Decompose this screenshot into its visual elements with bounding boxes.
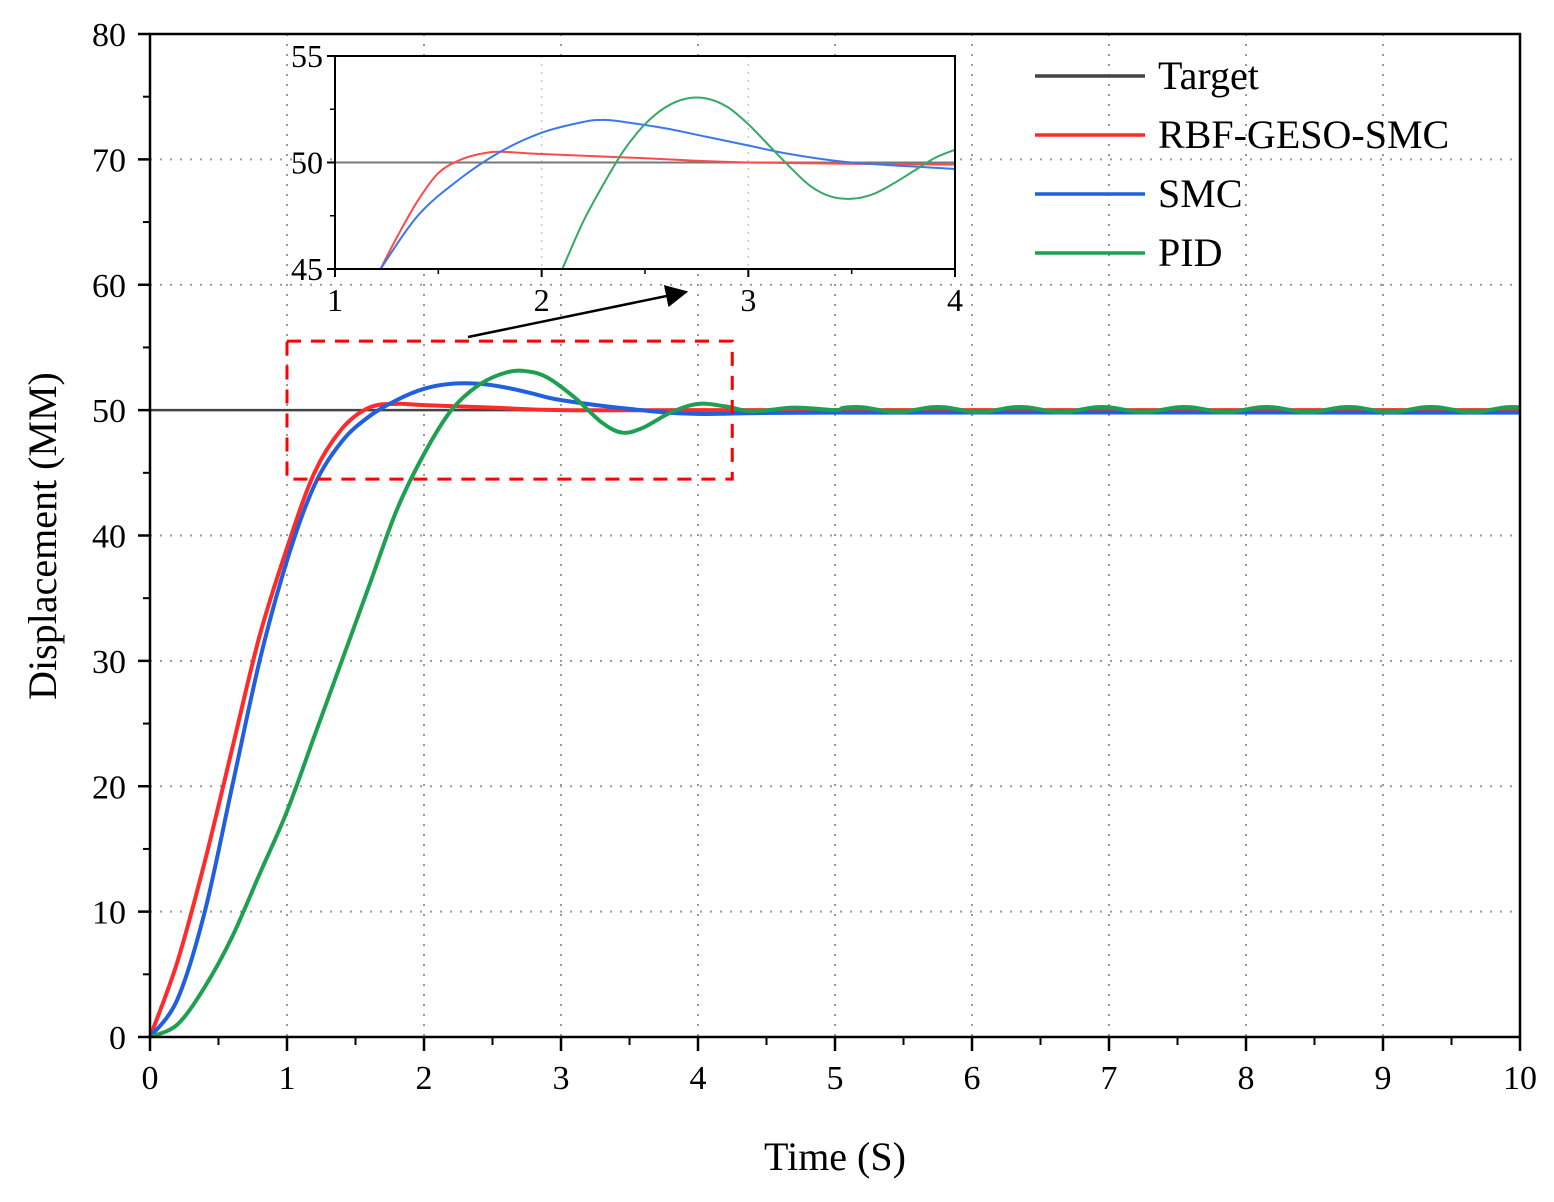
x-axis-title: Time (S) (764, 1134, 906, 1179)
y-axis-title: Displacement (MM) (20, 372, 65, 700)
inset-series-smc (379, 118, 956, 270)
x-tick-label-6: 6 (964, 1060, 981, 1097)
inset-series-rbf-geso-smc (379, 150, 956, 270)
x-tick-label-9: 9 (1375, 1060, 1392, 1097)
x-tick-label-4: 4 (690, 1060, 707, 1097)
y-tick-label-20: 20 (92, 769, 126, 806)
inset-x-tick-label-3: 3 (740, 282, 756, 318)
main-series-group (148, 368, 1521, 1039)
inset-x-tick-label-2: 2 (534, 282, 550, 318)
y-tick-label-30: 30 (92, 644, 126, 681)
inset-y-tick-label-50: 50 (291, 145, 323, 181)
y-tick-label-50: 50 (92, 393, 126, 430)
y-tick-label-70: 70 (92, 142, 126, 179)
main-gridlines (150, 34, 1520, 1037)
main-annotations (285, 285, 734, 481)
y-tick-label-40: 40 (92, 519, 126, 556)
inset-tick-labels: 1 2 3 4 45 50 55 (291, 38, 963, 318)
y-tick-label-60: 60 (92, 268, 126, 305)
main-ticks (138, 32, 1522, 1051)
y-tick-label-0: 0 (109, 1020, 126, 1057)
legend-label-pid: PID (1158, 230, 1222, 275)
x-tick-label-3: 3 (553, 1060, 570, 1097)
x-tick-label-8: 8 (1238, 1060, 1255, 1097)
zoom-region-box (285, 339, 734, 481)
legend-label-target: Target (1158, 53, 1259, 98)
legend-label-rbf-geso-smc: RBF-GESO-SMC (1158, 112, 1449, 157)
x-tick-label-7: 7 (1101, 1060, 1118, 1097)
y-tick-label-10: 10 (92, 895, 126, 932)
x-tick-label-5: 5 (827, 1060, 844, 1097)
legend-label-smc: SMC (1158, 171, 1243, 216)
zoom-arrow (467, 285, 689, 339)
inset-y-tick-label-45: 45 (291, 251, 323, 287)
x-tick-label-10: 10 (1503, 1060, 1537, 1097)
inset-series-pid (561, 96, 956, 270)
inset-ticks (327, 55, 956, 277)
x-tick-label-0: 0 (142, 1060, 159, 1097)
inset-series-group (335, 96, 956, 270)
x-tick-label-1: 1 (279, 1060, 296, 1097)
inset-y-tick-label-55: 55 (291, 38, 323, 74)
x-tick-label-2: 2 (416, 1060, 433, 1097)
main-series-smc (148, 381, 1521, 1039)
legend: Target RBF-GESO-SMC SMC PID (1035, 53, 1449, 275)
main-series-pid (149, 368, 1521, 1039)
inset-gridlines (540, 56, 750, 269)
main-series-rbf-geso-smc (148, 401, 1520, 1038)
inset-x-tick-label-4: 4 (947, 282, 963, 318)
inset-x-tick-label-1: 1 (327, 282, 343, 318)
y-tick-label-80: 80 (92, 17, 126, 54)
